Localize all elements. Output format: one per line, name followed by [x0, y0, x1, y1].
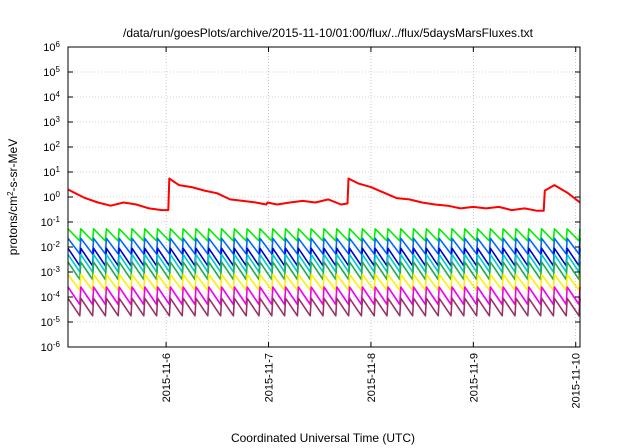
y-tick-label: 10-3 — [41, 265, 61, 280]
y-axis-label: protons/cm2-s-sr-MeV — [6, 139, 21, 255]
y-tick-label: 101 — [43, 165, 60, 180]
x-axis-label: Coordinated Universal Time (UTC) — [231, 431, 415, 445]
series-line-0 — [67, 177, 581, 212]
chart-title: /data/run/goesPlots/archive/2015-11-10/0… — [123, 26, 534, 40]
y-tick-label: 104 — [43, 90, 60, 105]
y-tick-label: 105 — [43, 65, 60, 80]
y-tick-label: 103 — [43, 115, 60, 130]
series-line-1 — [67, 228, 581, 242]
y-tick-label: 10-6 — [41, 340, 61, 355]
series-lines — [67, 177, 581, 317]
y-tick-label: 10-4 — [41, 290, 61, 305]
series-line-8 — [67, 297, 581, 317]
y-tick-label: 106 — [43, 40, 60, 55]
x-tick-label: 2015-11-9 — [468, 353, 480, 402]
series-line-6 — [67, 273, 581, 292]
x-tick-label: 2015-11-8 — [366, 353, 378, 402]
series-line-5 — [67, 261, 581, 281]
x-tick-label: 2015-11-10 — [571, 353, 583, 408]
y-tick-label: 10-2 — [41, 240, 61, 255]
y-tick-label: 100 — [43, 190, 60, 205]
y-tick-label: 10-5 — [41, 315, 61, 330]
y-tick-label: 10-1 — [41, 215, 61, 230]
y-tick-label: 102 — [43, 140, 60, 155]
axis-ticks: 10-6 10-5 10-4 10-3 10-2 10-1 100 101 102 103 104 1… — [41, 40, 583, 409]
x-tick-label: 2015-11-7 — [264, 353, 276, 402]
x-tick-label: 2015-11-6 — [161, 353, 173, 402]
